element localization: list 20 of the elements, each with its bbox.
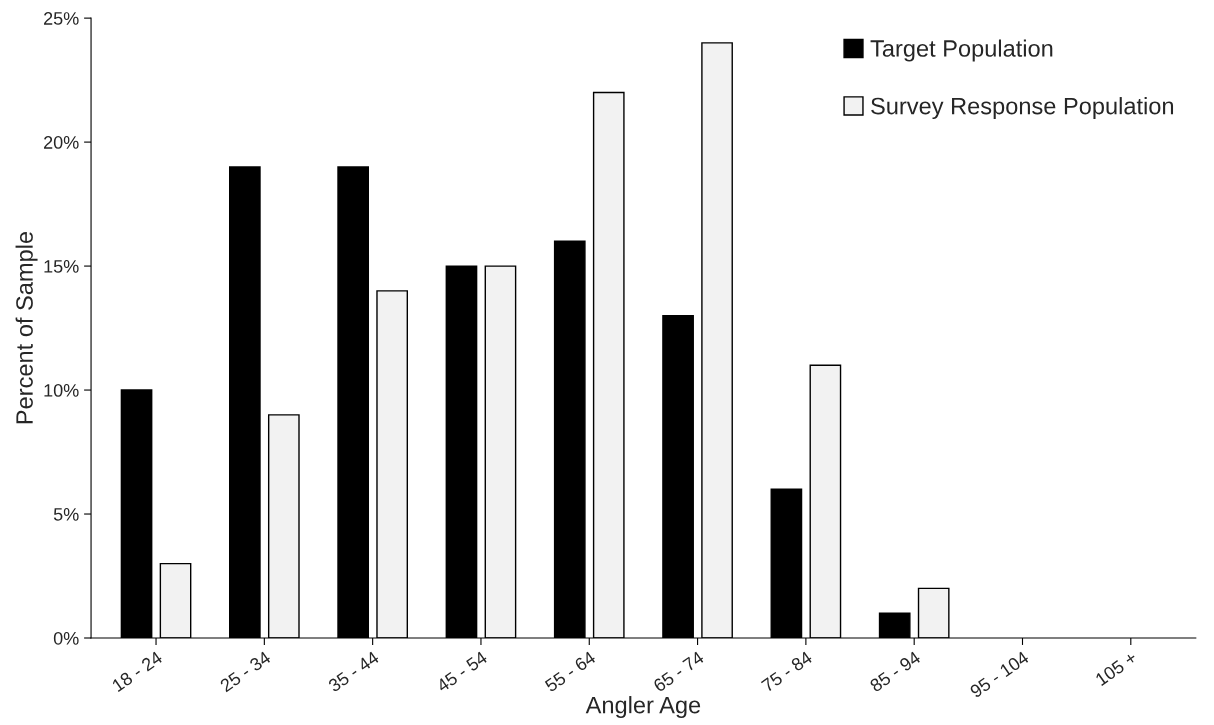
legend-label: Target Population (870, 39, 1053, 62)
x-tick-label: 95 - 104 (969, 650, 1030, 699)
y-tick-label: 25% (44, 12, 79, 25)
x-tick-label: 18 - 24 (111, 650, 164, 693)
x-tick-label: 45 - 54 (435, 650, 489, 693)
x-tick-label: 105 + (1094, 650, 1138, 687)
x-tick-label: 55 - 64 (544, 650, 597, 693)
y-tick-label: 5% (53, 508, 79, 521)
x-tick-label: 35 - 44 (327, 650, 380, 693)
x-tick-label: 25 - 34 (219, 650, 272, 693)
y-tick-label: 10% (44, 383, 79, 397)
x-tick-label: 85 - 94 (869, 650, 922, 693)
y-tick-label: 0% (53, 631, 79, 645)
y-axis-title: Percent of Sample (15, 231, 38, 424)
y-tick-label: 15% (44, 260, 79, 273)
y-tick-label: 20% (44, 136, 79, 149)
legend-label: Survey Response Population (871, 97, 1174, 120)
x-tick-label: 65 - 74 (652, 650, 705, 693)
x-axis-title: Angler Age (585, 696, 701, 719)
x-tick-label: 75 - 84 (760, 650, 814, 693)
